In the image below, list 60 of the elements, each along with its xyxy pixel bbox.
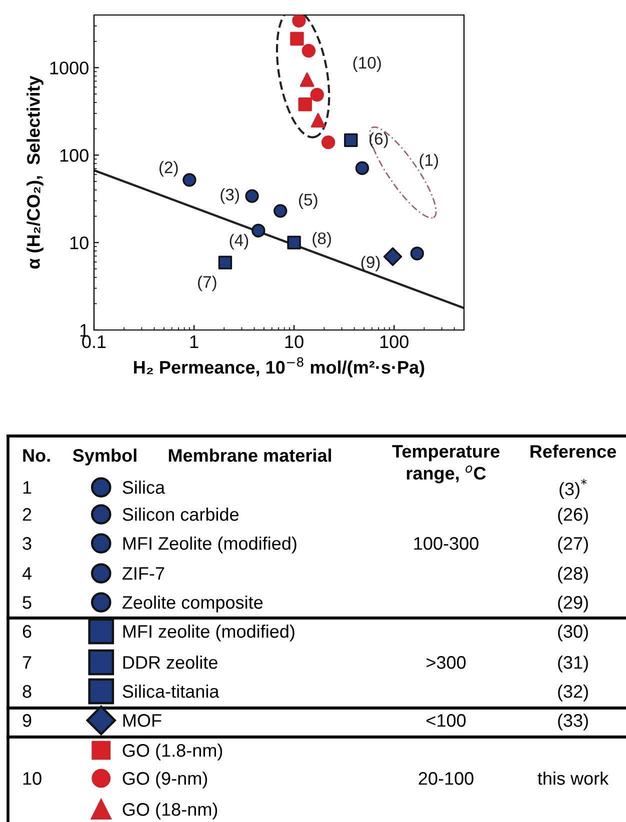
annotation: (3) xyxy=(220,188,239,204)
legend-label: DDR zeolite xyxy=(123,656,218,669)
legend-label: Zeolite composite xyxy=(122,596,263,612)
legend-label: Silica xyxy=(122,480,166,494)
text: 8 xyxy=(22,685,32,698)
text: 6 xyxy=(22,625,32,638)
text: (32) xyxy=(558,684,588,702)
text: 1 xyxy=(23,481,32,494)
text: (3)$^{*}$ xyxy=(560,478,587,499)
text: (33) xyxy=(558,714,588,730)
text: (26) xyxy=(558,508,588,524)
text: Reference xyxy=(530,444,616,458)
legend-label: ZIF-7 xyxy=(122,567,164,580)
text: <100 xyxy=(426,714,466,727)
text: 100-300 xyxy=(414,537,478,550)
annotation: (2) xyxy=(159,161,178,177)
text: 2 xyxy=(22,508,32,521)
x-tick-label: 10 xyxy=(285,335,304,348)
y-axis-title: α (H₂/CO₂), Selectivity xyxy=(26,76,44,269)
text: 20-100 xyxy=(418,772,474,785)
y-tick-label: 10 xyxy=(70,236,88,250)
annotation: (10) xyxy=(353,56,381,72)
text: this work xyxy=(538,772,609,785)
annotation: (4) xyxy=(230,234,248,250)
text: 3 xyxy=(22,537,32,550)
text: No. xyxy=(23,449,50,462)
legend-label: MFI Zeolite (modified) xyxy=(123,536,296,554)
x-axis-title: H₂ Permeance, 10$^{−8}$ mol/(m²·s·Pa) xyxy=(134,357,424,378)
x-tick-label: 0.1 xyxy=(82,335,106,348)
text: (28) xyxy=(558,566,588,584)
annotation: (6) xyxy=(370,132,388,148)
y-tick-label: 100 xyxy=(60,149,88,162)
text: 4 xyxy=(22,567,32,580)
x-tick-label: 1 xyxy=(190,336,198,348)
legend-label: MOF xyxy=(123,714,162,727)
legend-label: GO (9-nm) xyxy=(122,772,208,788)
text: >300 xyxy=(426,656,466,669)
text: (29) xyxy=(558,596,588,612)
legend-label: Silicon carbide xyxy=(122,508,239,521)
text: (30) xyxy=(558,624,588,642)
legend-label: MFI zeolite (modified) xyxy=(123,624,294,642)
annotation: (5) xyxy=(299,193,318,209)
annotation: (7) xyxy=(198,276,216,292)
annotation: (9) xyxy=(361,256,380,272)
annotation: (1) xyxy=(420,154,438,170)
legend-label: Silica-titania xyxy=(122,684,220,698)
text: 7 xyxy=(22,656,32,669)
text: Temperature range, $^{o}$C xyxy=(392,445,500,484)
text: 10 xyxy=(23,772,42,785)
text: (31) xyxy=(558,656,588,672)
legend-label: GO (1.8-nm) xyxy=(122,744,222,760)
y-tick-label: 1000 xyxy=(50,62,88,74)
text: Membrane material xyxy=(168,448,332,462)
legend-label: GO (18-nm) xyxy=(122,802,218,820)
x-tick-label: 100 xyxy=(380,335,408,348)
text: Symbol xyxy=(72,448,136,466)
annotation: (8) xyxy=(312,232,331,248)
text: 5 xyxy=(22,596,32,609)
text: (27) xyxy=(558,536,588,554)
text: 9 xyxy=(22,714,32,727)
